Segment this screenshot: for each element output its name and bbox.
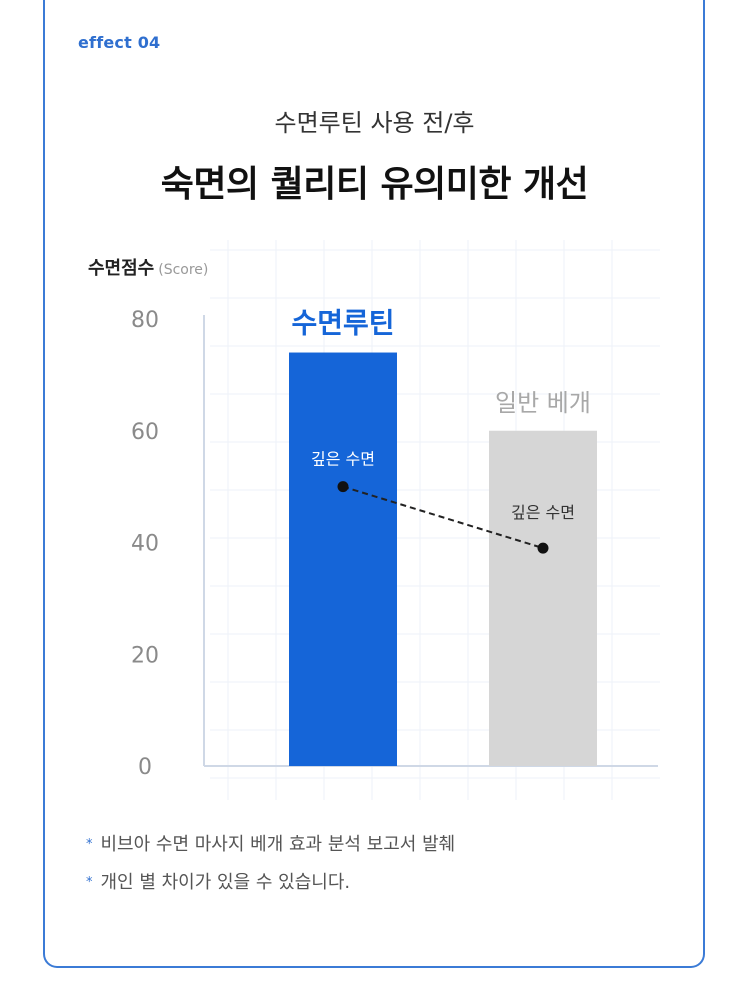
bar: [489, 430, 597, 766]
page-title: 숙면의 퀄리티 유의미한 개선: [160, 164, 589, 205]
y-tick-label: 0: [138, 755, 152, 780]
category-label: 일반 베개: [495, 389, 591, 417]
y-tick-label: 20: [131, 643, 159, 668]
y-axis-label: 수면점수 (Score): [88, 254, 208, 280]
bar: [289, 352, 397, 766]
subtitle: 수면루틴 사용 전/후: [274, 109, 475, 137]
deep-sleep-point: [537, 542, 549, 554]
deep-sleep-label: 깊은 수면: [511, 503, 575, 522]
footnotes: * 비브아 수면 마사지 베개 효과 분석 보고서 발췌 * 개인 별 차이가 있을…: [86, 826, 455, 902]
category-label: 수면루틴: [291, 307, 394, 340]
asterisk-icon: *: [86, 837, 93, 852]
footnote-item: * 개인 별 차이가 있을 수 있습니다.: [86, 872, 351, 893]
asterisk-icon: *: [86, 875, 93, 890]
y-tick-label: 60: [131, 420, 159, 445]
deep-sleep-label: 깊은 수면: [311, 450, 375, 469]
footnote-item: * 비브아 수면 마사지 베개 효과 분석 보고서 발췌: [86, 834, 456, 855]
y-tick-label: 40: [131, 532, 159, 557]
y-axis-title: 수면점수: [88, 258, 155, 279]
y-axis-unit: (Score): [158, 262, 209, 278]
effect-label: effect 04: [78, 33, 161, 52]
deep-sleep-trend-line: [342, 485, 544, 550]
deep-sleep-point: [337, 481, 349, 493]
y-tick-label: 80: [131, 308, 159, 333]
